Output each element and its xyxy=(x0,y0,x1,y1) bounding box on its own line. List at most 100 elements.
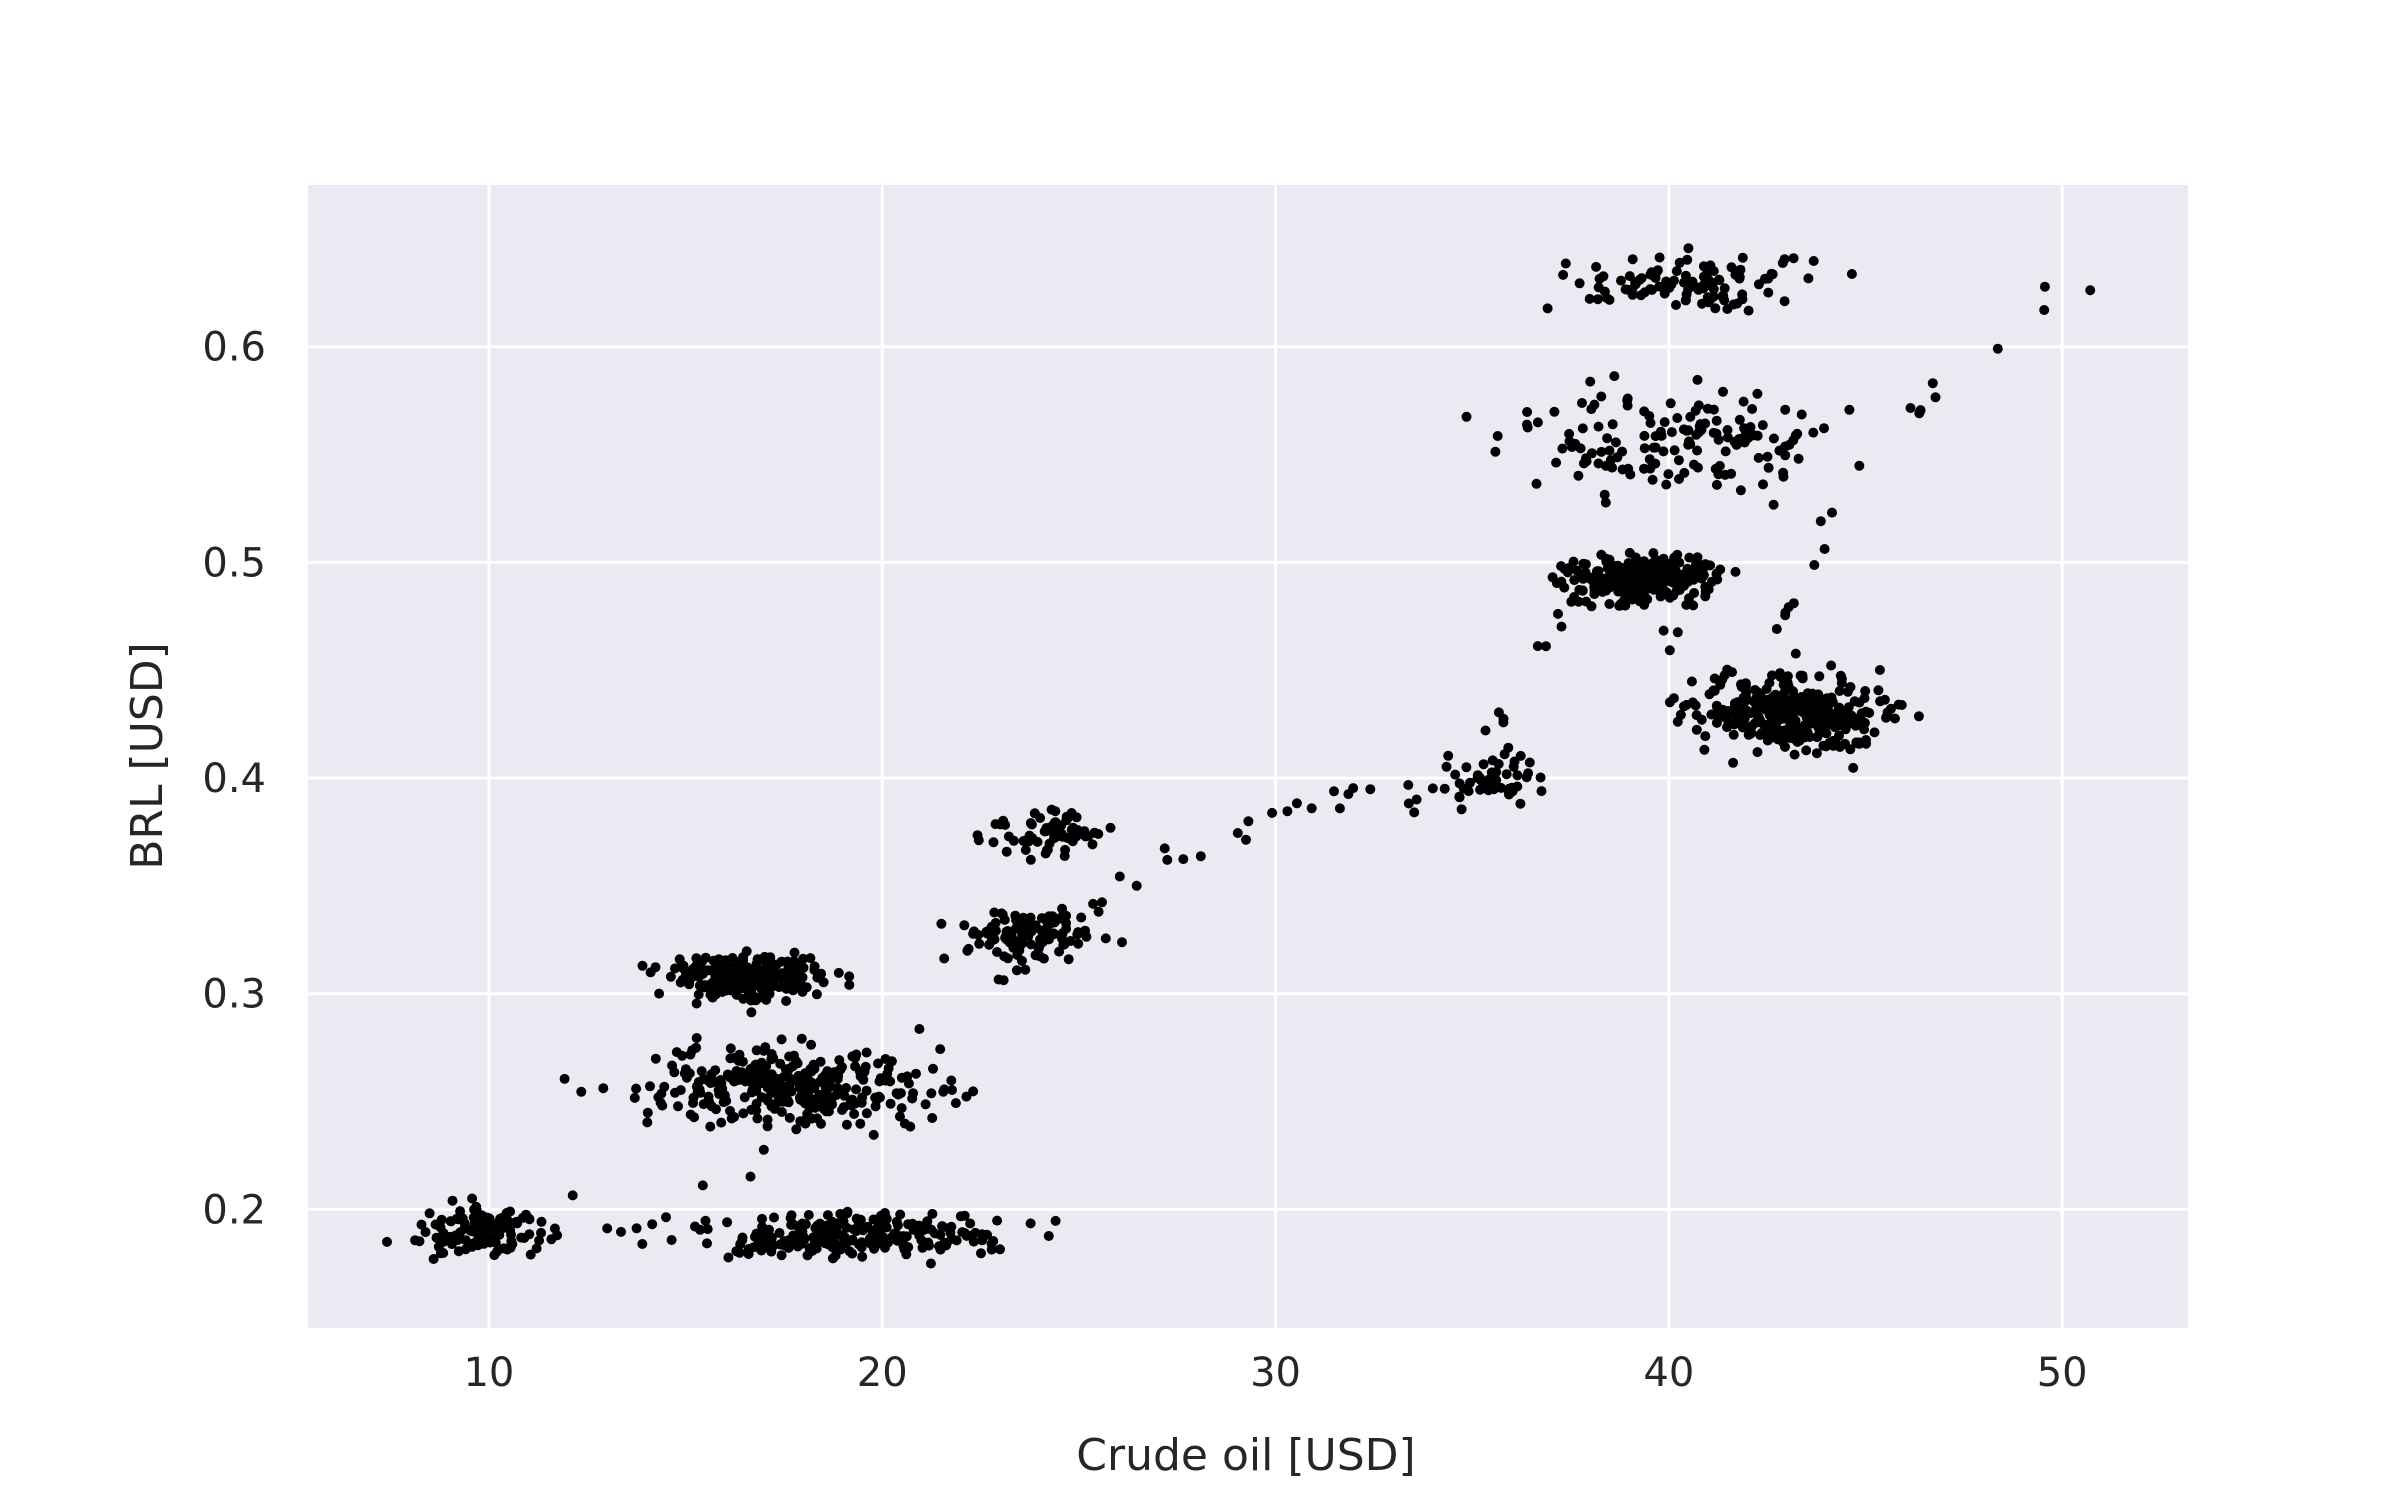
data-point xyxy=(667,1060,678,1071)
data-point xyxy=(1809,560,1820,570)
data-point xyxy=(786,1086,797,1097)
data-point xyxy=(827,1253,838,1264)
data-point xyxy=(1728,757,1739,768)
data-point xyxy=(811,989,822,1000)
data-point xyxy=(1076,912,1087,923)
data-point xyxy=(1195,851,1206,862)
data-point xyxy=(698,1099,709,1110)
data-point xyxy=(1722,722,1732,733)
data-point xyxy=(1711,479,1722,490)
data-point xyxy=(1738,396,1749,407)
data-point xyxy=(1549,406,1560,417)
data-point xyxy=(699,980,710,991)
data-point xyxy=(1686,676,1697,687)
data-point xyxy=(1722,432,1733,443)
data-point xyxy=(1799,722,1810,733)
data-point xyxy=(1762,451,1773,462)
data-point xyxy=(1043,934,1054,945)
data-point xyxy=(1674,474,1684,484)
data-point xyxy=(688,1092,699,1103)
data-point xyxy=(896,1103,907,1114)
data-point xyxy=(1827,697,1838,708)
data-point xyxy=(629,1092,640,1103)
data-point xyxy=(782,1095,793,1106)
data-point xyxy=(823,1230,834,1241)
data-point xyxy=(1501,769,1512,780)
data-point xyxy=(1522,407,1533,417)
data-point xyxy=(796,1033,807,1044)
data-point xyxy=(989,907,1000,918)
data-point xyxy=(868,1129,879,1140)
data-point xyxy=(1041,823,1052,833)
data-point xyxy=(1804,732,1815,742)
data-point xyxy=(685,1049,696,1060)
data-point xyxy=(713,954,724,965)
data-point xyxy=(1681,425,1692,436)
data-point xyxy=(642,1107,653,1118)
data-point xyxy=(1828,735,1839,746)
data-point xyxy=(812,1096,822,1107)
data-point xyxy=(1409,807,1420,818)
data-point xyxy=(1461,411,1472,422)
y-tick-label: 0.6 xyxy=(202,325,266,371)
data-point xyxy=(903,1078,914,1089)
data-point xyxy=(1097,897,1107,908)
data-point xyxy=(815,1218,825,1229)
data-point xyxy=(1650,272,1661,283)
data-point xyxy=(1586,601,1597,612)
data-point xyxy=(598,1083,609,1094)
data-point xyxy=(1282,806,1293,817)
data-point xyxy=(1714,274,1724,285)
data-point xyxy=(1852,738,1863,749)
data-point xyxy=(1673,455,1684,466)
data-point xyxy=(1732,697,1743,708)
data-point xyxy=(1498,717,1509,728)
data-point xyxy=(710,1065,721,1076)
data-point xyxy=(710,972,721,983)
data-point xyxy=(1568,438,1579,449)
data-point xyxy=(831,1239,842,1250)
data-point xyxy=(1815,516,1826,527)
data-point xyxy=(1607,419,1618,430)
data-point xyxy=(1604,445,1615,456)
data-point xyxy=(927,1113,938,1123)
data-point xyxy=(1088,898,1099,909)
data-point xyxy=(874,1076,885,1087)
data-point xyxy=(1664,645,1675,656)
data-point xyxy=(1708,685,1719,696)
data-point xyxy=(1691,724,1702,735)
data-point xyxy=(1780,404,1791,415)
data-point xyxy=(812,1113,823,1124)
data-point xyxy=(1827,507,1837,518)
data-point xyxy=(1617,446,1628,457)
data-point xyxy=(1578,458,1589,469)
data-point xyxy=(724,1072,735,1083)
data-point xyxy=(1645,583,1656,593)
data-point xyxy=(762,981,772,992)
data-point xyxy=(1671,266,1682,277)
data-point xyxy=(1044,918,1055,929)
data-point xyxy=(1610,437,1621,448)
data-point xyxy=(576,1086,587,1097)
data-point xyxy=(661,1212,671,1223)
data-point xyxy=(782,1064,792,1075)
data-point xyxy=(1043,1231,1054,1241)
data-point xyxy=(1658,553,1669,564)
data-point xyxy=(631,1223,642,1234)
data-point xyxy=(637,1239,648,1249)
data-point xyxy=(732,975,743,986)
data-point xyxy=(1807,688,1818,699)
data-point xyxy=(1532,641,1543,652)
data-point xyxy=(1050,828,1061,839)
data-point xyxy=(1080,925,1091,936)
data-point xyxy=(1886,703,1896,714)
data-point xyxy=(746,995,756,1006)
plot-background xyxy=(308,185,2188,1328)
data-point xyxy=(851,1084,862,1095)
data-point xyxy=(850,1098,861,1109)
data-point xyxy=(1547,572,1558,583)
data-point xyxy=(938,1222,949,1233)
data-point xyxy=(1105,822,1116,833)
data-point xyxy=(806,1039,817,1050)
data-point xyxy=(1243,816,1254,827)
